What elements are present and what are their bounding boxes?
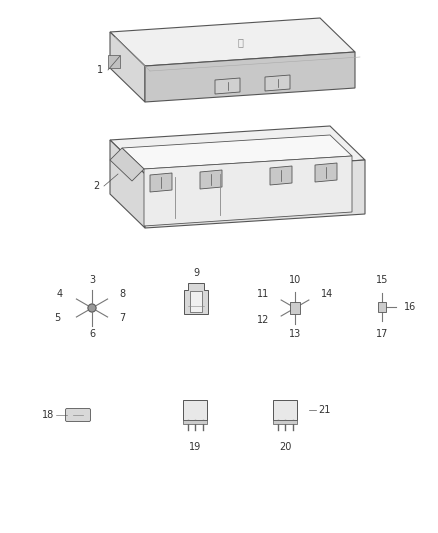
Polygon shape [110,140,145,228]
Polygon shape [183,420,207,424]
Text: 16: 16 [404,302,416,312]
Text: 10: 10 [289,275,301,285]
Polygon shape [315,163,337,182]
Polygon shape [273,400,297,420]
Text: 7: 7 [119,313,125,323]
Polygon shape [183,400,207,420]
Polygon shape [378,302,386,312]
FancyBboxPatch shape [66,408,91,422]
Text: ⚿: ⚿ [237,37,243,47]
Polygon shape [108,55,120,68]
Text: 20: 20 [279,442,291,452]
Text: 4: 4 [57,289,63,299]
Polygon shape [150,173,172,192]
Text: 5: 5 [54,313,60,323]
Text: 11: 11 [257,289,269,299]
Polygon shape [145,52,355,102]
Text: 9: 9 [193,268,199,278]
Text: 15: 15 [376,275,388,285]
Text: 14: 14 [321,289,333,299]
Polygon shape [110,32,145,102]
Text: 13: 13 [289,329,301,339]
Text: 6: 6 [89,329,95,339]
Polygon shape [110,126,365,174]
Polygon shape [144,156,352,226]
Circle shape [88,304,96,312]
Text: 17: 17 [376,329,388,339]
Polygon shape [190,291,202,312]
Polygon shape [145,160,365,228]
Text: 12: 12 [257,315,269,325]
Text: 19: 19 [189,442,201,452]
Polygon shape [184,283,208,314]
Polygon shape [273,420,297,424]
Text: 3: 3 [89,275,95,285]
Polygon shape [290,302,300,314]
Text: 8: 8 [119,289,125,299]
Polygon shape [110,148,144,181]
Text: 2: 2 [93,181,99,191]
Text: 21: 21 [318,405,330,415]
Polygon shape [265,75,290,91]
Text: 18: 18 [42,410,54,420]
Polygon shape [122,135,352,169]
Text: 1: 1 [97,65,103,75]
Polygon shape [270,166,292,185]
Polygon shape [110,18,355,66]
Polygon shape [200,170,222,189]
Polygon shape [215,78,240,94]
